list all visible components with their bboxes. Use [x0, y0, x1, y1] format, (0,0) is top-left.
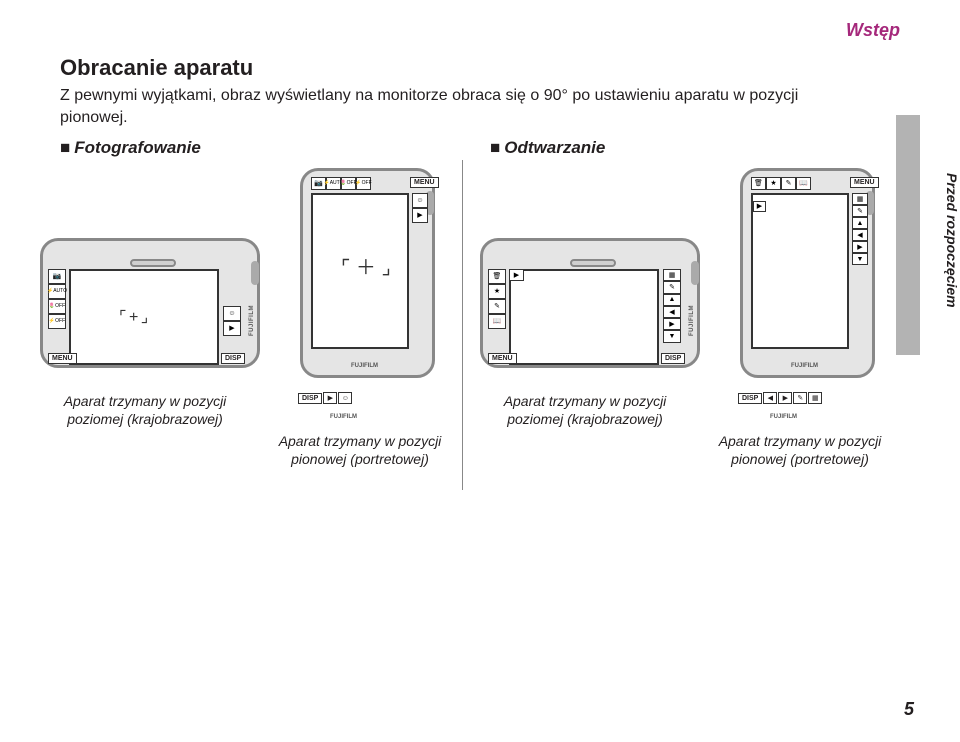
disp-button: DISP [661, 353, 685, 364]
star-icon: ★ [766, 177, 781, 190]
focus-brackets: ⌜ ＋ ⌟ [341, 251, 391, 280]
right-icon-column: ☺ ▶ [412, 193, 428, 223]
speaker-grille [570, 259, 616, 267]
play-icon: ▶ [509, 269, 524, 281]
brand-logo: FUJIFILM [689, 305, 695, 336]
face-icon: ☺ [412, 193, 428, 208]
menu-button: MENU [850, 177, 879, 188]
disp-button: DISP [221, 353, 245, 364]
grid-icon: ▦ [808, 392, 822, 404]
side-notch [251, 261, 259, 285]
pencil-icon: ✎ [663, 281, 681, 293]
page-title: Obracanie aparatu [60, 55, 253, 81]
body-paragraph: Z pewnymi wyjątkami, obraz wyświetlany n… [60, 85, 820, 128]
brand-logo: FUJIFILM [351, 363, 378, 369]
macro-off-icon: 🌷OFF [48, 299, 66, 314]
left-icon-column: 🗑 ★ ✎ 📖 [488, 269, 506, 329]
play-icon: ▶ [412, 208, 428, 223]
page-number: 5 [904, 699, 914, 720]
flash-auto-icon: ⚡AUTO [326, 177, 341, 190]
bottom-panel-shooting-portrait: DISP ▶ ☺ [298, 392, 353, 404]
left-icon-column: 📷 ⚡AUTO 🌷OFF ⚡OFF [48, 269, 66, 329]
nav-down-icon: ▼ [852, 253, 868, 265]
side-notch [691, 261, 699, 285]
camera-shooting-landscape: 📷 ⚡AUTO 🌷OFF ⚡OFF ☺ ▶ ⌜ + ⌟ MENU DISP FU… [40, 238, 260, 368]
subhead-playback: ■Odtwarzanie [490, 138, 605, 158]
caption-landscape-1: Aparat trzymany w pozycji poziomej (kraj… [40, 392, 250, 428]
right-icon-column: ▦ ✎ ▲ ◀ ▶ ▼ [663, 269, 681, 343]
divider [462, 160, 463, 490]
camera-playback-portrait: 🗑 ★ ✎ 📖 ▶ MENU ▦ ✎ ▲ ◀ ▶ ▼ FUJIFILM [740, 168, 875, 378]
trash-icon: 🗑 [488, 269, 506, 284]
caption-portrait-2: Aparat trzymany w pozycji pionowej (port… [710, 432, 890, 468]
trash-icon: 🗑 [751, 177, 766, 190]
nav-right-icon: ▶ [852, 241, 868, 253]
right-icon-column: ▦ ✎ ▲ ◀ ▶ ▼ [852, 193, 868, 265]
lcd-screen [509, 269, 659, 365]
flash-off-icon: ⚡OFF [356, 177, 371, 190]
speaker-grille [130, 259, 176, 267]
play-icon: ▶ [223, 321, 241, 336]
play-icon: ▶ [753, 201, 766, 212]
play-icon: ▶ [323, 392, 337, 404]
nav-right-icon: ▶ [663, 318, 681, 330]
flash-auto-icon: ⚡AUTO [48, 284, 66, 299]
menu-button: MENU [48, 353, 77, 364]
focus-brackets: ⌜ + ⌟ [119, 307, 147, 327]
brand-logo: FUJIFILM [330, 414, 357, 420]
section-header: Wstęp [846, 20, 900, 41]
pencil-icon: ✎ [488, 299, 506, 314]
star-icon: ★ [488, 284, 506, 299]
grid-icon: ▦ [852, 193, 868, 205]
menu-button: MENU [488, 353, 517, 364]
book-icon: 📖 [488, 314, 506, 329]
caption-portrait-1: Aparat trzymany w pozycji pionowej (port… [270, 432, 450, 468]
face-icon: ☺ [338, 392, 352, 404]
brand-logo: FUJIFILM [791, 363, 818, 369]
lcd-screen [751, 193, 849, 349]
top-icon-row: 🗑 ★ ✎ 📖 [751, 177, 811, 190]
brand-logo: FUJIFILM [770, 414, 797, 420]
camera-icon: 📷 [48, 269, 66, 284]
camera-playback-landscape: 🗑 ★ ✎ 📖 ▶ ▦ ✎ ▲ ◀ ▶ ▼ MENU DISP FUJIFILM [480, 238, 700, 368]
pencil-icon: ✎ [793, 392, 807, 404]
brand-logo: FUJIFILM [249, 305, 255, 336]
right-icon-column: ☺ ▶ [223, 306, 241, 336]
side-tab-label: Przed rozpoczęciem [920, 160, 960, 320]
top-icon-row: 📷 ⚡AUTO 🌷OFF ⚡OFF [311, 177, 371, 190]
flash-off-icon: ⚡OFF [48, 314, 66, 329]
bottom-panel-playback-portrait: DISP ◀ ▶ ✎ ▦ [738, 392, 823, 404]
side-tab [896, 115, 920, 355]
play-indicator: ▶ [753, 195, 766, 213]
face-icon: ☺ [223, 306, 241, 321]
nav-up-icon: ▲ [663, 294, 681, 306]
camera-shooting-portrait: 📷 ⚡AUTO 🌷OFF ⚡OFF MENU ☺ ▶ ⌜ ＋ ⌟ FUJIFIL… [300, 168, 435, 378]
menu-button: MENU [410, 177, 439, 188]
nav-right-icon: ▶ [778, 392, 792, 404]
play-indicator: ▶ [509, 269, 527, 281]
subhead-shooting: ■Fotografowanie [60, 138, 201, 158]
nav-left-icon: ◀ [663, 306, 681, 318]
nav-down-icon: ▼ [663, 330, 681, 342]
grid-icon: ▦ [663, 269, 681, 281]
nav-up-icon: ▲ [852, 217, 868, 229]
disp-button: DISP [298, 393, 322, 404]
caption-landscape-2: Aparat trzymany w pozycji poziomej (kraj… [480, 392, 690, 428]
nav-left-icon: ◀ [852, 229, 868, 241]
macro-off-icon: 🌷OFF [341, 177, 356, 190]
nav-left-icon: ◀ [763, 392, 777, 404]
pencil-icon: ✎ [781, 177, 796, 190]
disp-button: DISP [738, 393, 762, 404]
pencil-icon: ✎ [852, 205, 868, 217]
book-icon: 📖 [796, 177, 811, 190]
